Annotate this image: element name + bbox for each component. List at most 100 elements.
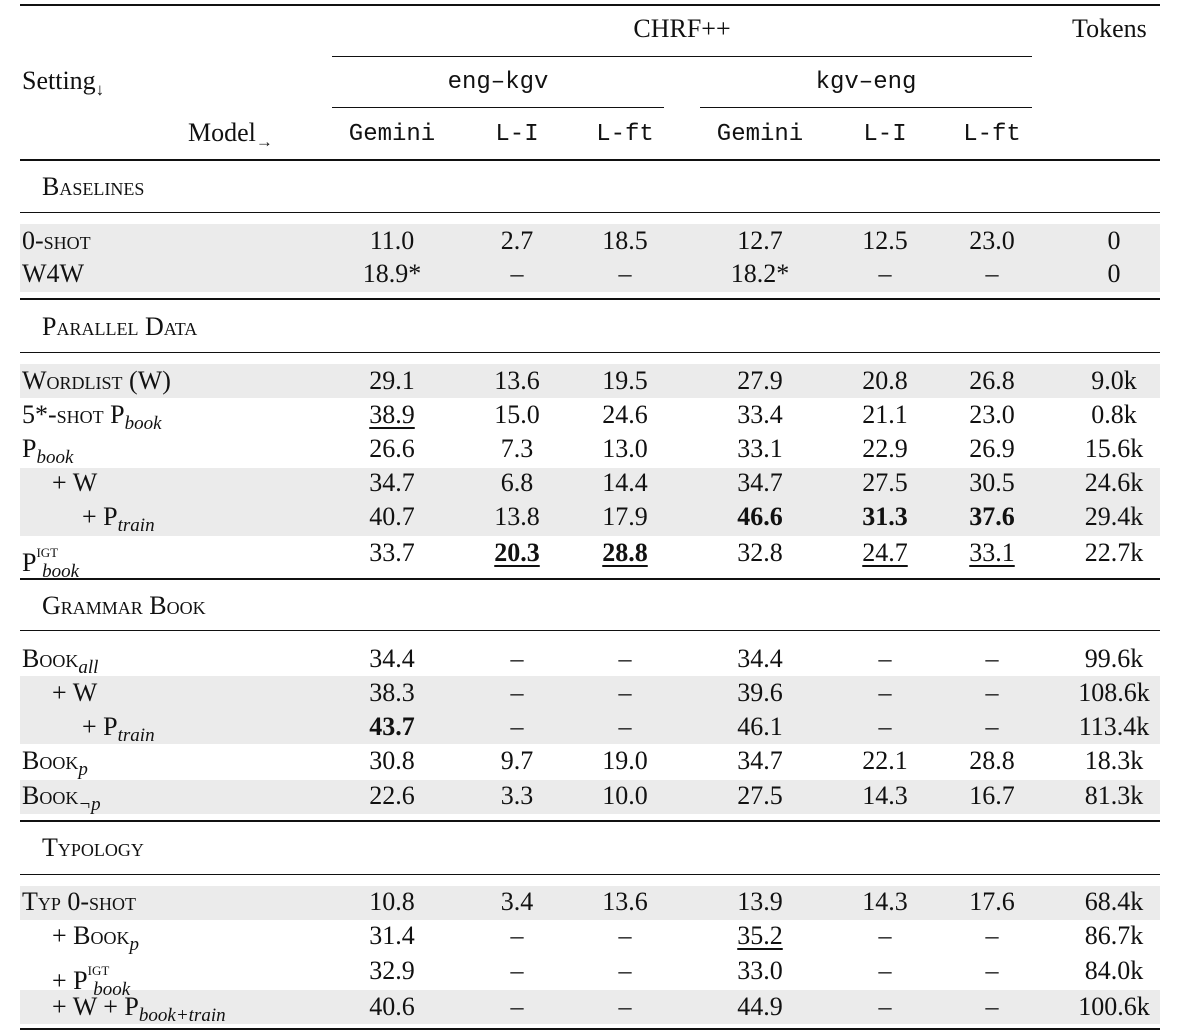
cell-value: –	[985, 956, 999, 985]
cell-tokens: 113.4k	[1078, 712, 1150, 741]
section-title-baselines: Baselines	[42, 172, 145, 201]
cell-tokens: 22.7k	[1084, 538, 1144, 567]
cell-value: 17.9	[602, 502, 648, 531]
cell-value: –	[985, 992, 999, 1021]
cell-value: 24.7	[862, 538, 908, 567]
cell-value: 33.0	[737, 956, 783, 985]
cell-value: –	[878, 956, 892, 985]
section-end-rule	[20, 298, 1160, 300]
row-band	[20, 780, 1160, 814]
cell-value: 34.4	[369, 644, 415, 673]
cell-value: –	[618, 921, 632, 950]
cell-value: 43.7	[369, 712, 415, 741]
cell-value: –	[878, 678, 892, 707]
cell-value: 31.3	[862, 502, 908, 531]
row-label: Book¬p	[22, 781, 101, 815]
section-rule	[20, 630, 1160, 631]
cell-value: 3.4	[500, 887, 534, 916]
cell-value: –	[878, 644, 892, 673]
cell-value: 15.0	[494, 400, 540, 429]
cell-value: 18.5	[602, 226, 648, 255]
pair-rule-left	[332, 107, 664, 108]
cell-value: 39.6	[737, 678, 783, 707]
cell-value: 24.6	[602, 400, 648, 429]
cell-value: 37.6	[969, 502, 1015, 531]
cell-value: –	[510, 678, 524, 707]
cell-value: 13.6	[494, 366, 540, 395]
cell-value: 38.3	[369, 678, 415, 707]
row-band	[20, 990, 1160, 1024]
bottom-rule	[20, 1028, 1160, 1030]
cell-value: 27.9	[737, 366, 783, 395]
section-title-parallel-data: Parallel Data	[42, 312, 198, 341]
cell-value: 2.7	[500, 226, 534, 255]
cell-value: 26.9	[969, 434, 1015, 463]
header-rule	[20, 159, 1160, 161]
cell-value: 33.1	[737, 434, 783, 463]
cell-value: 46.1	[737, 712, 783, 741]
cell-value: 29.1	[369, 366, 415, 395]
cell-tokens: 24.6k	[1084, 468, 1144, 497]
cell-value: –	[510, 956, 524, 985]
cell-value: 27.5	[862, 468, 908, 497]
cell-value: 40.6	[369, 992, 415, 1021]
cell-value: –	[618, 644, 632, 673]
cell-tokens: 84.0k	[1084, 956, 1144, 985]
cell-tokens: 0	[1107, 226, 1121, 255]
cell-value: 21.1	[862, 400, 908, 429]
tokens-header: Tokens	[1072, 14, 1147, 43]
row-label: + PIGTbook	[52, 963, 131, 1000]
cell-value: –	[878, 921, 892, 950]
model-lft-1: L-ft	[596, 121, 654, 148]
cell-value: –	[878, 259, 892, 288]
cell-tokens: 100.6k	[1078, 992, 1150, 1021]
row-band	[20, 224, 1160, 292]
chrf-header: CHRF++	[633, 14, 731, 43]
cell-value: –	[878, 712, 892, 741]
cell-value: –	[618, 992, 632, 1021]
cell-value: 33.7	[369, 538, 415, 567]
row-label: Wordlist (W)	[22, 366, 171, 395]
cell-value: –	[618, 678, 632, 707]
model-li-2: L-I	[863, 121, 907, 148]
chrf-rule	[332, 56, 1032, 57]
cell-value: 14.4	[602, 468, 648, 497]
cell-value: –	[510, 992, 524, 1021]
cell-value: –	[618, 259, 632, 288]
cell-value: 7.3	[500, 434, 534, 463]
row-label: + Bookp	[52, 921, 140, 955]
cell-value: 34.7	[369, 468, 415, 497]
row-label: + Ptrain	[82, 712, 155, 746]
cell-value: 20.8	[862, 366, 908, 395]
cell-value: 32.9	[369, 956, 415, 985]
cell-value: 19.0	[602, 746, 648, 775]
cell-tokens: 108.6k	[1078, 678, 1150, 707]
cell-value: 13.8	[494, 502, 540, 531]
cell-value: 10.8	[369, 887, 415, 916]
cell-value: 38.9	[369, 400, 415, 429]
row-label: 0-shot	[22, 226, 91, 255]
cell-value: 28.8	[602, 538, 648, 567]
row-band	[20, 886, 1160, 920]
section-rule	[20, 874, 1160, 875]
section-end-rule	[20, 578, 1160, 580]
cell-value: –	[618, 956, 632, 985]
section-title-grammar-book: Grammar Book	[42, 591, 206, 620]
pair-rule-right	[700, 107, 1032, 108]
cell-value: –	[510, 644, 524, 673]
model-header: Model→	[188, 118, 273, 151]
cell-value: 34.7	[737, 468, 783, 497]
pair-kgv-eng: kgv–eng	[815, 69, 917, 96]
setting-header: Setting↓	[22, 66, 105, 99]
cell-value: 12.5	[862, 226, 908, 255]
cell-value: 13.9	[737, 887, 783, 916]
cell-value: 30.5	[969, 468, 1015, 497]
cell-tokens: 15.6k	[1084, 434, 1144, 463]
section-rule	[20, 352, 1160, 353]
cell-tokens: 29.4k	[1084, 502, 1144, 531]
cell-value: –	[985, 644, 999, 673]
cell-value: –	[510, 712, 524, 741]
cell-tokens: 9.0k	[1091, 366, 1137, 395]
cell-value: –	[985, 921, 999, 950]
